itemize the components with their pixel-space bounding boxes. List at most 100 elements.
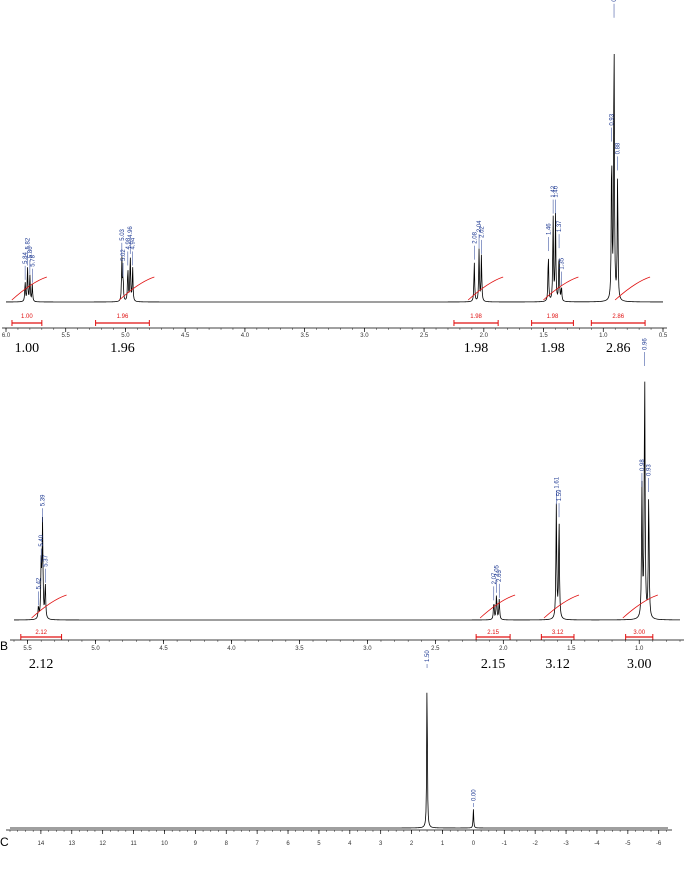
peak-label: 1.37 (557, 220, 563, 232)
integral-curve (543, 276, 579, 301)
x-tick-label: 6.0 (2, 333, 11, 339)
x-tick-label: 2 (410, 841, 414, 847)
integration-label: 2.15 (481, 657, 506, 672)
spectrum-trace (14, 381, 680, 621)
peak-label: 0.88 (616, 142, 622, 154)
spectrum-panel-b: 5.42 5.40 5.39 5.37 2.072.052.03 1.611.59 0.98… (0, 338, 684, 672)
peak-label: 2.02 (479, 226, 485, 238)
x-tick-label: 4.0 (227, 646, 236, 652)
x-tick-label: 3.5 (295, 646, 304, 652)
integration-label: 1.98 (540, 341, 565, 356)
x-tick-label: 5.5 (62, 333, 71, 339)
integral-value: 2.86 (612, 314, 624, 320)
x-tick-label: 2.5 (420, 333, 429, 339)
peak-label: 1.42 (551, 185, 557, 197)
spectrum-trace (6, 54, 663, 303)
peak-label: 0.98 (640, 459, 646, 471)
integration-label: 1.96 (110, 341, 135, 356)
peak-label: 5.40 (39, 534, 45, 546)
integration-label: 2.12 (29, 657, 54, 672)
peak-label: 2.04 (477, 220, 483, 232)
peak-label: 2.05 (495, 564, 501, 576)
peak-label: 2.07 (492, 572, 498, 584)
x-tick-label: 2.5 (431, 646, 440, 652)
x-tick-label: 4.5 (181, 333, 190, 339)
panel-letter: C (0, 835, 9, 849)
spectrum-panel-a: 5.84 5.825.805.78 5.03 5.024.984.964.94 2.08… (2, 0, 668, 356)
peak-label: 1.40 (553, 185, 559, 197)
x-tick-label: 0.5 (659, 333, 668, 339)
integral-value: 3.12 (552, 630, 564, 636)
x-tick-label: -5 (625, 841, 631, 847)
peak-label: 0.00 (471, 789, 477, 801)
x-tick-label: 3.0 (360, 333, 369, 339)
x-tick-label: 0 (472, 841, 476, 847)
integration-label: 3.00 (627, 657, 652, 672)
peak-label: 5.02 (121, 249, 127, 261)
peak-label: 5.82 (26, 237, 32, 249)
x-tick-label: 1.0 (599, 333, 608, 339)
spectrum-trace (10, 692, 668, 829)
x-tick-label: 3.5 (300, 333, 309, 339)
x-tick-label: 1.5 (539, 333, 548, 339)
integration-label: 1.00 (15, 341, 40, 356)
peak-label: 2.08 (472, 231, 478, 243)
peak-label: 5.39 (41, 494, 47, 506)
x-tick-label: 8 (225, 841, 229, 847)
integral-curve (11, 276, 47, 301)
integral-value: 1.96 (117, 314, 129, 320)
peak-label: 0.93 (610, 113, 616, 125)
x-tick-label: 7 (255, 841, 259, 847)
x-tick-label: 3 (379, 841, 383, 847)
integration-label: 2.86 (606, 341, 631, 356)
integral-curve (119, 276, 155, 301)
peak-label: 1.59 (557, 489, 563, 501)
peak-label: 5.84 (23, 251, 29, 263)
peak-label: 5.03 (120, 228, 126, 240)
peak-label: 4.98 (126, 237, 132, 249)
x-tick-label: 14 (38, 841, 45, 847)
peak-label: 2.03 (497, 569, 503, 581)
integral-curve (467, 276, 504, 301)
x-tick-label: 1 (441, 841, 445, 847)
x-tick-label: -4 (594, 841, 600, 847)
x-tick-label: 13 (68, 841, 75, 847)
integral-curve (622, 594, 658, 619)
integral-curve (543, 594, 580, 619)
panel-letter: B (0, 639, 8, 653)
peak-label: 1.61 (554, 476, 560, 488)
x-tick-label: -3 (563, 841, 569, 847)
peak-label: 0.96 (643, 338, 649, 350)
x-tick-label: 5.5 (23, 646, 32, 652)
peak-label: 5.37 (43, 554, 49, 566)
integral-curve (479, 594, 516, 619)
peak-label: 5.80 (28, 246, 34, 258)
peak-label: 0.93 (647, 464, 653, 476)
x-tick-label: 5.0 (91, 646, 100, 652)
x-tick-label: 10 (161, 841, 168, 847)
peak-label: 5.42 (36, 577, 42, 589)
x-tick-label: 1.0 (635, 646, 644, 652)
x-tick-label: 6 (286, 841, 290, 847)
peak-label: 4.96 (128, 226, 134, 238)
x-tick-label: -1 (502, 841, 508, 847)
integral-value: 1.00 (21, 314, 33, 320)
x-tick-label: 3.0 (363, 646, 372, 652)
integral-value: 1.98 (470, 314, 482, 320)
peak-label: 4.94 (131, 237, 137, 249)
x-tick-label: 5 (317, 841, 321, 847)
peak-label: 0.91 (612, 0, 618, 2)
x-tick-label: 12 (99, 841, 106, 847)
x-tick-label: 2.0 (499, 646, 508, 652)
x-tick-label: -2 (532, 841, 538, 847)
peak-label: 1.35 (559, 257, 565, 269)
x-tick-label: 11 (130, 841, 137, 847)
integral-curve (614, 276, 651, 301)
integration-label: 3.12 (545, 657, 570, 672)
x-tick-label: 5.0 (121, 333, 130, 339)
x-tick-label: 4 (348, 841, 352, 847)
x-tick-label: 1.5 (567, 646, 576, 652)
integral-value: 3.00 (633, 630, 645, 636)
